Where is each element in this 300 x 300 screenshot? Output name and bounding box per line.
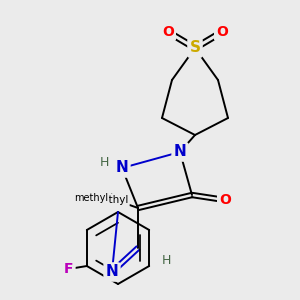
Text: methyl: methyl [79,193,113,203]
Text: S: S [190,40,200,56]
Text: N: N [106,265,118,280]
Text: methyl: methyl [74,193,108,203]
Text: N: N [116,160,128,175]
Text: O: O [162,25,174,39]
Text: N: N [174,145,186,160]
Text: H: H [99,157,109,169]
Text: methyl: methyl [92,195,128,205]
Text: F: F [64,262,74,276]
Text: O: O [216,25,228,39]
Text: O: O [219,193,231,207]
Text: H: H [161,254,171,266]
